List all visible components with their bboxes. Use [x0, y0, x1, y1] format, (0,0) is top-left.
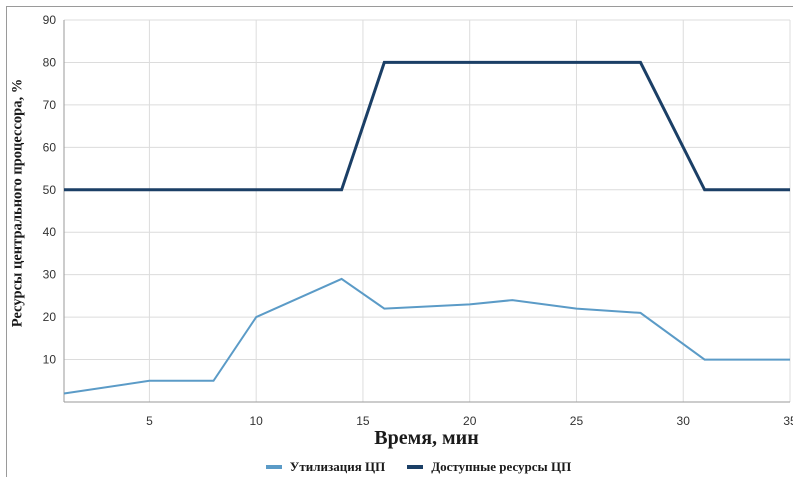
series-1-point-0	[63, 188, 66, 191]
x-tick-label-15: 15	[356, 414, 370, 428]
x-tick-label-30: 30	[677, 414, 691, 428]
series-0-point-4	[340, 277, 343, 280]
x-tick-label-25: 25	[570, 414, 584, 428]
y-tick-label-50: 50	[43, 183, 57, 197]
legend-item-cpu-utilization: Утилизация ЦП	[266, 459, 385, 475]
series-0-point-5	[383, 307, 386, 310]
series-0-point-0	[63, 392, 66, 395]
y-tick-label-90: 90	[43, 13, 57, 27]
legend-swatch-available-cpu	[407, 465, 423, 469]
series-1-point-5	[789, 188, 792, 191]
y-tick-label-10: 10	[43, 353, 57, 367]
series-0-point-1	[148, 379, 151, 382]
x-tick-label-20: 20	[463, 414, 477, 428]
y-tick-label-60: 60	[43, 140, 57, 154]
y-tick-label-80: 80	[43, 55, 57, 69]
series-0-point-11	[789, 358, 792, 361]
series-0-point-2	[212, 379, 215, 382]
y-tick-label-70: 70	[43, 98, 57, 112]
chart-legend: Утилизация ЦП Доступные ресурсы ЦП	[0, 459, 793, 475]
series-0-point-9	[639, 311, 642, 314]
y-tick-label-40: 40	[43, 225, 57, 239]
series-0-point-3	[255, 316, 258, 319]
y-tick-label-30: 30	[43, 268, 57, 282]
legend-label-available-cpu: Доступные ресурсы ЦП	[431, 459, 571, 475]
legend-swatch-cpu-utilization	[266, 465, 282, 469]
series-0-point-10	[703, 358, 706, 361]
x-tick-label-35: 35	[783, 414, 793, 428]
series-0-point-6	[468, 303, 471, 306]
series-1-point-4	[703, 188, 706, 191]
series-1-point-3	[639, 61, 642, 64]
series-0-point-7	[511, 299, 514, 302]
y-axis-title: Ресурсы центрального процессора, %	[10, 79, 27, 327]
x-tick-label-10: 10	[249, 414, 263, 428]
x-tick-label-5: 5	[146, 414, 153, 428]
y-tick-label-20: 20	[43, 310, 57, 324]
legend-item-available-cpu: Доступные ресурсы ЦП	[407, 459, 571, 475]
series-1-point-2	[383, 61, 386, 64]
series-0-point-8	[575, 307, 578, 310]
x-axis-title: Время, мин	[0, 427, 793, 450]
plot-background	[64, 20, 790, 402]
legend-label-cpu-utilization: Утилизация ЦП	[290, 459, 385, 475]
series-1-point-1	[340, 188, 343, 191]
